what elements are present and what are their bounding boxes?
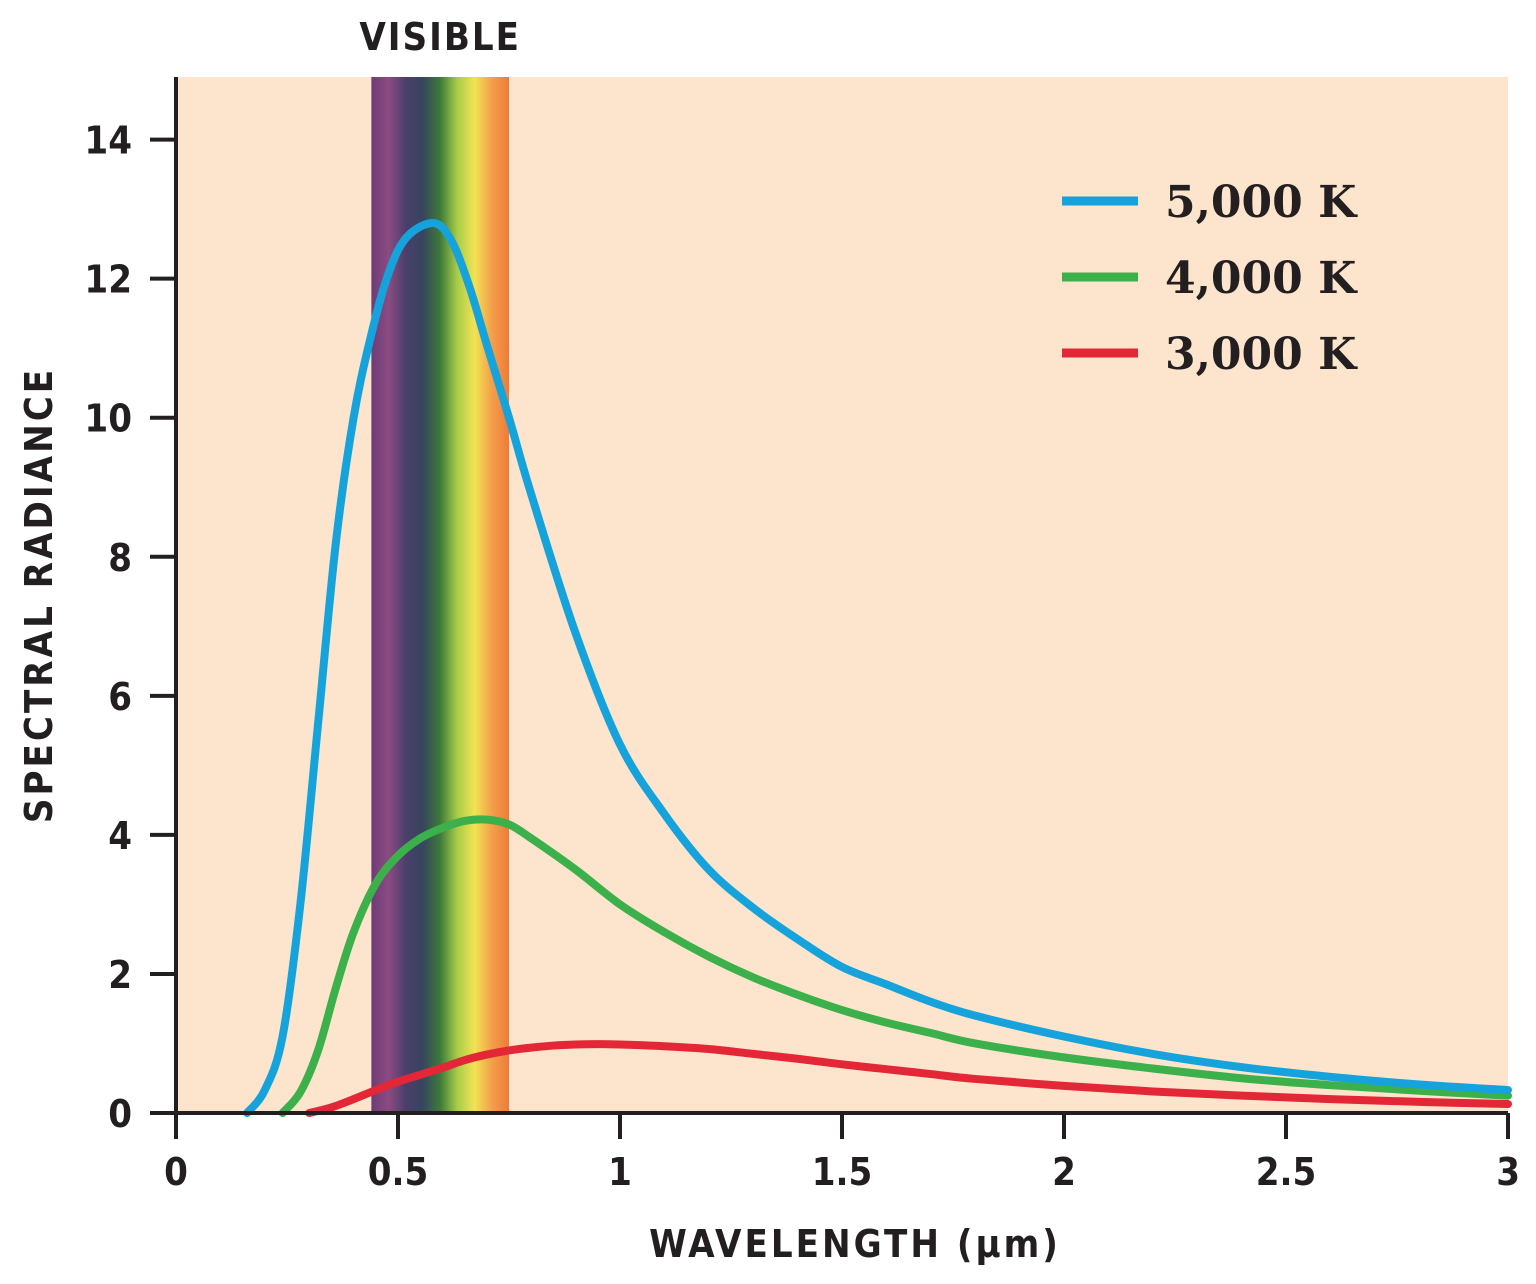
y-tick-label: 10 xyxy=(84,397,132,441)
legend-label: 3,000 K xyxy=(1165,329,1358,380)
legend: 5,000 K 4,000 K 3,000 K xyxy=(1062,177,1358,380)
curves xyxy=(243,219,1512,1117)
series-line-5000k xyxy=(243,219,1512,1117)
x-tick-label: 0.5 xyxy=(368,1150,429,1194)
series-line-3000k xyxy=(305,1040,1512,1117)
visible-band xyxy=(371,77,509,1113)
y-axis-title: SPECTRAL RADIANCE xyxy=(17,367,61,823)
x-tick-label: 2.5 xyxy=(1256,1150,1317,1194)
y-tick-label: 0 xyxy=(108,1092,132,1136)
y-tick-label: 6 xyxy=(108,675,132,719)
y-axis-ticks: 0 2 4 6 8 10 12 14 xyxy=(84,119,176,1136)
x-tick-label: 1.5 xyxy=(812,1150,873,1194)
series-line-4000k xyxy=(278,815,1512,1117)
x-tick-label: 1 xyxy=(608,1150,632,1194)
y-tick-label: 14 xyxy=(84,119,132,163)
x-axis-ticks: 0 0.5 1 1.5 2 2.5 3 xyxy=(164,1113,1520,1194)
x-tick-label: 2 xyxy=(1052,1150,1076,1194)
y-tick-label: 8 xyxy=(108,536,132,580)
y-tick-label: 4 xyxy=(108,814,132,858)
y-tick-label: 12 xyxy=(84,258,132,302)
x-axis-title: WAVELENGTH (µm) xyxy=(649,1222,1061,1266)
x-tick-label: 3 xyxy=(1496,1150,1520,1194)
visible-band-label: VISIBLE xyxy=(359,15,521,59)
y-tick-label: 2 xyxy=(108,953,132,997)
legend-label: 5,000 K xyxy=(1165,177,1358,228)
x-tick-label: 0 xyxy=(164,1150,188,1194)
legend-label: 4,000 K xyxy=(1165,253,1358,304)
